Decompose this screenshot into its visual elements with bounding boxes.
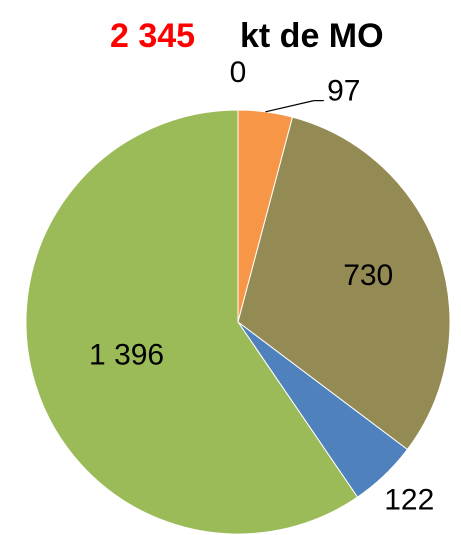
leader-line [265, 100, 314, 113]
data-label: 97 [327, 75, 360, 108]
pie-slice [237, 116, 451, 451]
data-label: 730 [343, 259, 393, 292]
data-label: 1 396 [89, 338, 164, 371]
chart-subtitle: kt de MO [240, 17, 384, 55]
data-label: 0 [230, 56, 247, 89]
chart-title: 2 345 [110, 17, 195, 55]
data-label: 122 [384, 483, 434, 516]
pie-slice [25, 109, 359, 535]
